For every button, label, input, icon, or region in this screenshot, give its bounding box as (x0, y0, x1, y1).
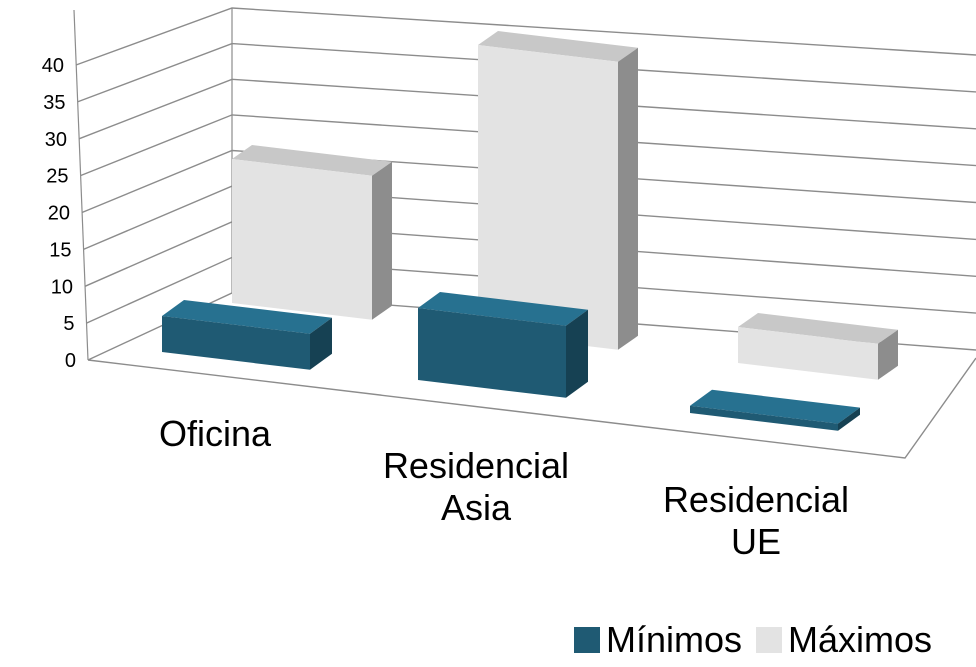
legend-swatch-maximos (756, 627, 783, 653)
y-tick-label: 15 (49, 239, 71, 261)
y-tick-label: 40 (42, 55, 64, 77)
bar-side (838, 407, 860, 431)
category-label: Residencial Asia (383, 445, 569, 528)
bar-minimos (690, 389, 860, 431)
legend-swatch-minimos (574, 627, 600, 653)
bar-maximos (478, 31, 638, 350)
category-labels: Oficina Residencial Asia Residencial UE (159, 413, 849, 562)
bar-front (478, 45, 618, 350)
left-wall-edge (73, 9, 89, 361)
bar-top (690, 389, 860, 424)
bars (162, 31, 898, 431)
bar-minimos (418, 292, 588, 398)
bar-top (738, 313, 898, 344)
y-tick-label: 30 (45, 129, 67, 151)
y-tick-label: 20 (48, 203, 70, 225)
bar-front (690, 405, 838, 431)
bar-minimos (162, 300, 332, 370)
legend-label-maximos: Máximos (788, 619, 933, 660)
category-label: Oficina (159, 413, 272, 454)
category-label: Residencial UE (663, 479, 849, 562)
bar-front (738, 327, 878, 380)
y-tick-label: 5 (63, 313, 74, 335)
legend-item-maximos: Máximos (756, 619, 932, 661)
chart-floor (87, 357, 976, 459)
bar-top (162, 300, 332, 334)
bar-front (232, 159, 372, 320)
bar-side (618, 47, 638, 350)
bar-top (232, 145, 392, 176)
bar-side (878, 329, 898, 380)
y-tick-label: 0 (65, 350, 76, 372)
y-tick-label: 25 (46, 166, 68, 188)
legend-label-minimos: Mínimos (606, 619, 743, 660)
bar-maximos (738, 313, 898, 380)
bar-side (310, 317, 332, 370)
bar-maximos (232, 145, 392, 320)
bar-top (478, 31, 638, 62)
floor-edge (87, 357, 976, 459)
bar-front (418, 308, 566, 398)
bar-side (566, 309, 588, 398)
bar-front (162, 316, 310, 370)
bar-top (418, 292, 588, 326)
y-tick-label: 35 (43, 92, 65, 114)
legend: Mínimos Máximos (574, 617, 946, 663)
bar-side (372, 161, 392, 320)
legend-item-minimos: Mínimos (574, 619, 742, 661)
y-tick-label: 10 (51, 276, 73, 298)
y-axis-ticks: 0 5 10 15 20 25 30 35 40 (42, 55, 76, 372)
